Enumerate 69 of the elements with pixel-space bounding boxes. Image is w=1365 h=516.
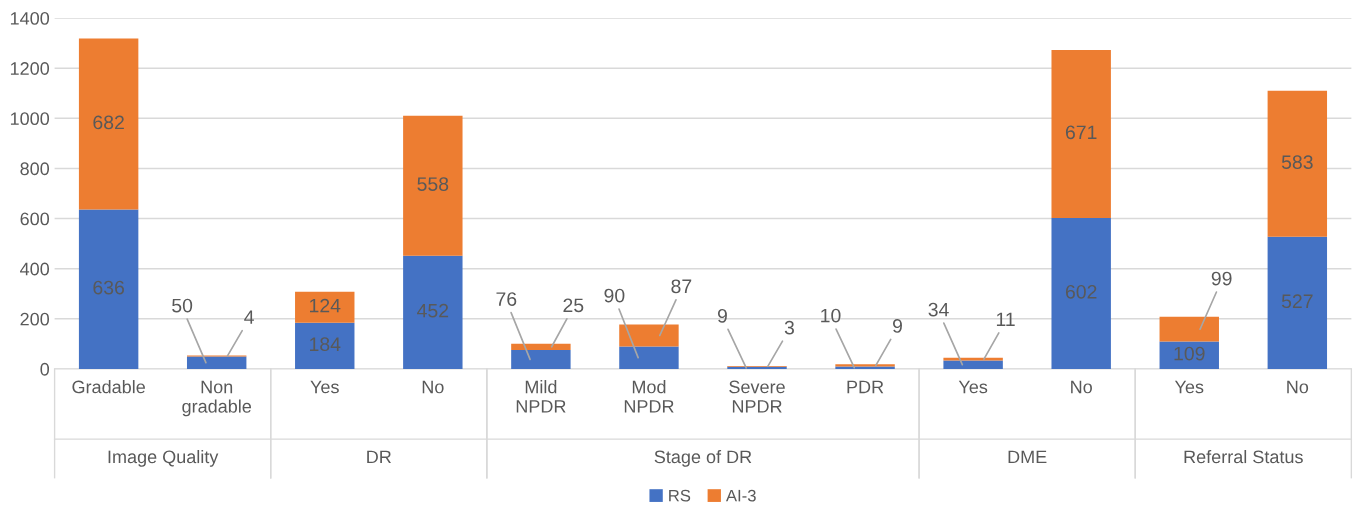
x-tick-label: No bbox=[422, 380, 444, 394]
data-label: 583 bbox=[1281, 155, 1313, 170]
bar bbox=[1267, 90, 1328, 237]
bar bbox=[619, 346, 679, 369]
data-label: 527 bbox=[1281, 294, 1313, 309]
x-tick-label: No bbox=[1071, 380, 1092, 394]
y-tick-label: 1200 bbox=[10, 62, 50, 75]
data-label: 90 bbox=[604, 288, 625, 303]
bar bbox=[295, 291, 355, 323]
x-tick-label: Severe NPDR bbox=[729, 380, 785, 413]
data-label: 558 bbox=[417, 177, 449, 191]
bar bbox=[1267, 236, 1328, 369]
data-label: 50 bbox=[172, 298, 193, 313]
bar bbox=[186, 356, 247, 369]
y-tick-label: 1000 bbox=[10, 112, 50, 126]
y-tick-label: 0 bbox=[40, 362, 50, 376]
y-tick-label: 800 bbox=[20, 162, 50, 176]
x-tick-label: Mild NPDR bbox=[516, 380, 566, 413]
y-tick-label: 400 bbox=[20, 262, 50, 276]
data-label: 76 bbox=[496, 292, 517, 306]
bar bbox=[1159, 341, 1219, 369]
data-label: 671 bbox=[1065, 125, 1097, 140]
data-label: 99 bbox=[1211, 271, 1232, 286]
x-tick-label: Yes bbox=[310, 380, 339, 394]
x-tick-label: No bbox=[1287, 380, 1309, 394]
x-tick-label: Mod NPDR bbox=[624, 380, 674, 413]
bar bbox=[295, 322, 355, 369]
data-label: 34 bbox=[928, 302, 949, 317]
legend-label: AI-3 bbox=[725, 489, 756, 502]
x-tick-label: Non gradable bbox=[182, 380, 252, 417]
bar bbox=[1051, 218, 1111, 369]
bar bbox=[1051, 49, 1111, 219]
text: Stage of DR bbox=[654, 450, 752, 467]
bar bbox=[1159, 316, 1219, 342]
text: Image Quality bbox=[108, 450, 219, 467]
data-label: 25 bbox=[563, 298, 584, 313]
bar bbox=[511, 349, 571, 369]
data-label: 11 bbox=[996, 312, 1015, 327]
legend-label: RS bbox=[669, 489, 691, 502]
bar bbox=[78, 38, 139, 210]
y-tick-label: 200 bbox=[20, 312, 50, 326]
data-label: 452 bbox=[417, 303, 449, 318]
data-label: 9 bbox=[892, 319, 902, 333]
data-label: 184 bbox=[310, 337, 341, 352]
data-label: 682 bbox=[93, 115, 124, 130]
bar bbox=[403, 255, 463, 369]
x-tick-label: Yes bbox=[958, 380, 988, 394]
data-label: 636 bbox=[93, 280, 124, 295]
data-label: 602 bbox=[1065, 284, 1097, 299]
data-label: 124 bbox=[310, 298, 341, 313]
y-tick-label: 600 bbox=[20, 212, 50, 226]
data-label: 109 bbox=[1174, 346, 1205, 361]
data-label: 4 bbox=[244, 310, 254, 324]
text: DME bbox=[1008, 450, 1047, 464]
data-label: 87 bbox=[671, 279, 692, 294]
text: DR bbox=[367, 450, 391, 464]
bar bbox=[403, 115, 463, 256]
text: Referral Status bbox=[1184, 450, 1303, 464]
x-tick-label: PDR bbox=[847, 380, 884, 394]
bar bbox=[511, 343, 571, 350]
bar bbox=[943, 360, 1003, 369]
x-tick-label: Gradable bbox=[72, 380, 145, 394]
bar bbox=[619, 324, 679, 347]
data-label: 10 bbox=[821, 308, 841, 323]
y-tick-label: 1400 bbox=[10, 11, 50, 25]
bar bbox=[78, 209, 139, 369]
x-tick-label: Yes bbox=[1174, 380, 1204, 394]
data-label: 9 bbox=[717, 308, 727, 323]
data-label: 3 bbox=[784, 320, 794, 335]
